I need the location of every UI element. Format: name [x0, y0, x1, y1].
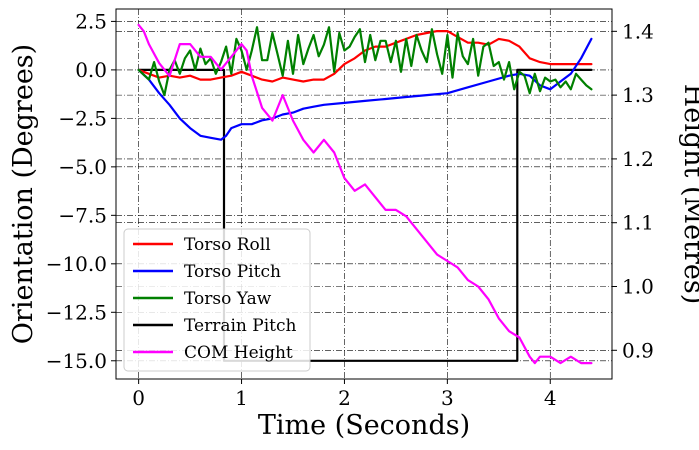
y-axis-right: 1.4 1.3 1.2 1.1 1.0 0.9: [612, 19, 654, 362]
legend-label-torso-yaw: Torso Yaw: [184, 289, 272, 309]
series-line-torso-roll: [137, 30, 593, 83]
x-tick-label: 2: [338, 386, 351, 410]
x-axis-label: Time (Seconds): [258, 410, 470, 441]
x-tick-label: 3: [441, 386, 454, 410]
y2-tick-label: 1.3: [622, 83, 654, 107]
series-line-terrain-pitch: [137, 68, 593, 362]
x-tick-label: 1: [235, 386, 248, 410]
y-tick-label: −15.0: [46, 349, 107, 373]
legend-label-com-height: COM Height: [184, 343, 293, 363]
y-tick-label: −2.5: [58, 106, 107, 130]
y-tick-label: −7.5: [58, 203, 107, 227]
y-axis-label: Orientation (Degrees): [8, 44, 39, 344]
y2-tick-label: 1.4: [622, 19, 654, 43]
y-tick-label: −12.5: [46, 300, 107, 324]
legend: Torso Roll Torso Pitch Torso Yaw Terrain Pi…: [123, 228, 311, 372]
series-layer: [137, 23, 593, 365]
y-tick-label: 0.0: [75, 58, 107, 82]
x-axis: 0 1 2 3 4: [132, 379, 557, 410]
legend-label-terrain-pitch: Terrain Pitch: [184, 316, 296, 336]
series-line-torso-pitch: [137, 37, 593, 141]
y-axis-left: 2.5 0.0 −2.5 −5.0 −7.5 −10.0 −12.5 −15.0: [46, 9, 116, 373]
y2-tick-label: 1.1: [622, 211, 654, 235]
y-tick-label: −5.0: [58, 155, 107, 179]
y2-tick-label: 1.0: [622, 275, 654, 299]
legend-box: [123, 228, 311, 372]
y2-tick-label: 0.9: [622, 338, 654, 362]
series-line-com-height: [137, 23, 593, 365]
y2-tick-label: 1.2: [622, 147, 654, 171]
x-tick-label: 0: [132, 386, 145, 410]
legend-label-torso-roll: Torso Roll: [184, 235, 271, 255]
y2-axis-label: Height (Metres): [678, 84, 699, 305]
x-tick-label: 4: [544, 386, 557, 410]
y-tick-label: −10.0: [46, 252, 107, 276]
y-tick-label: 2.5: [75, 9, 107, 33]
plot-frame: [115, 8, 613, 380]
legend-label-torso-pitch: Torso Pitch: [184, 262, 281, 282]
